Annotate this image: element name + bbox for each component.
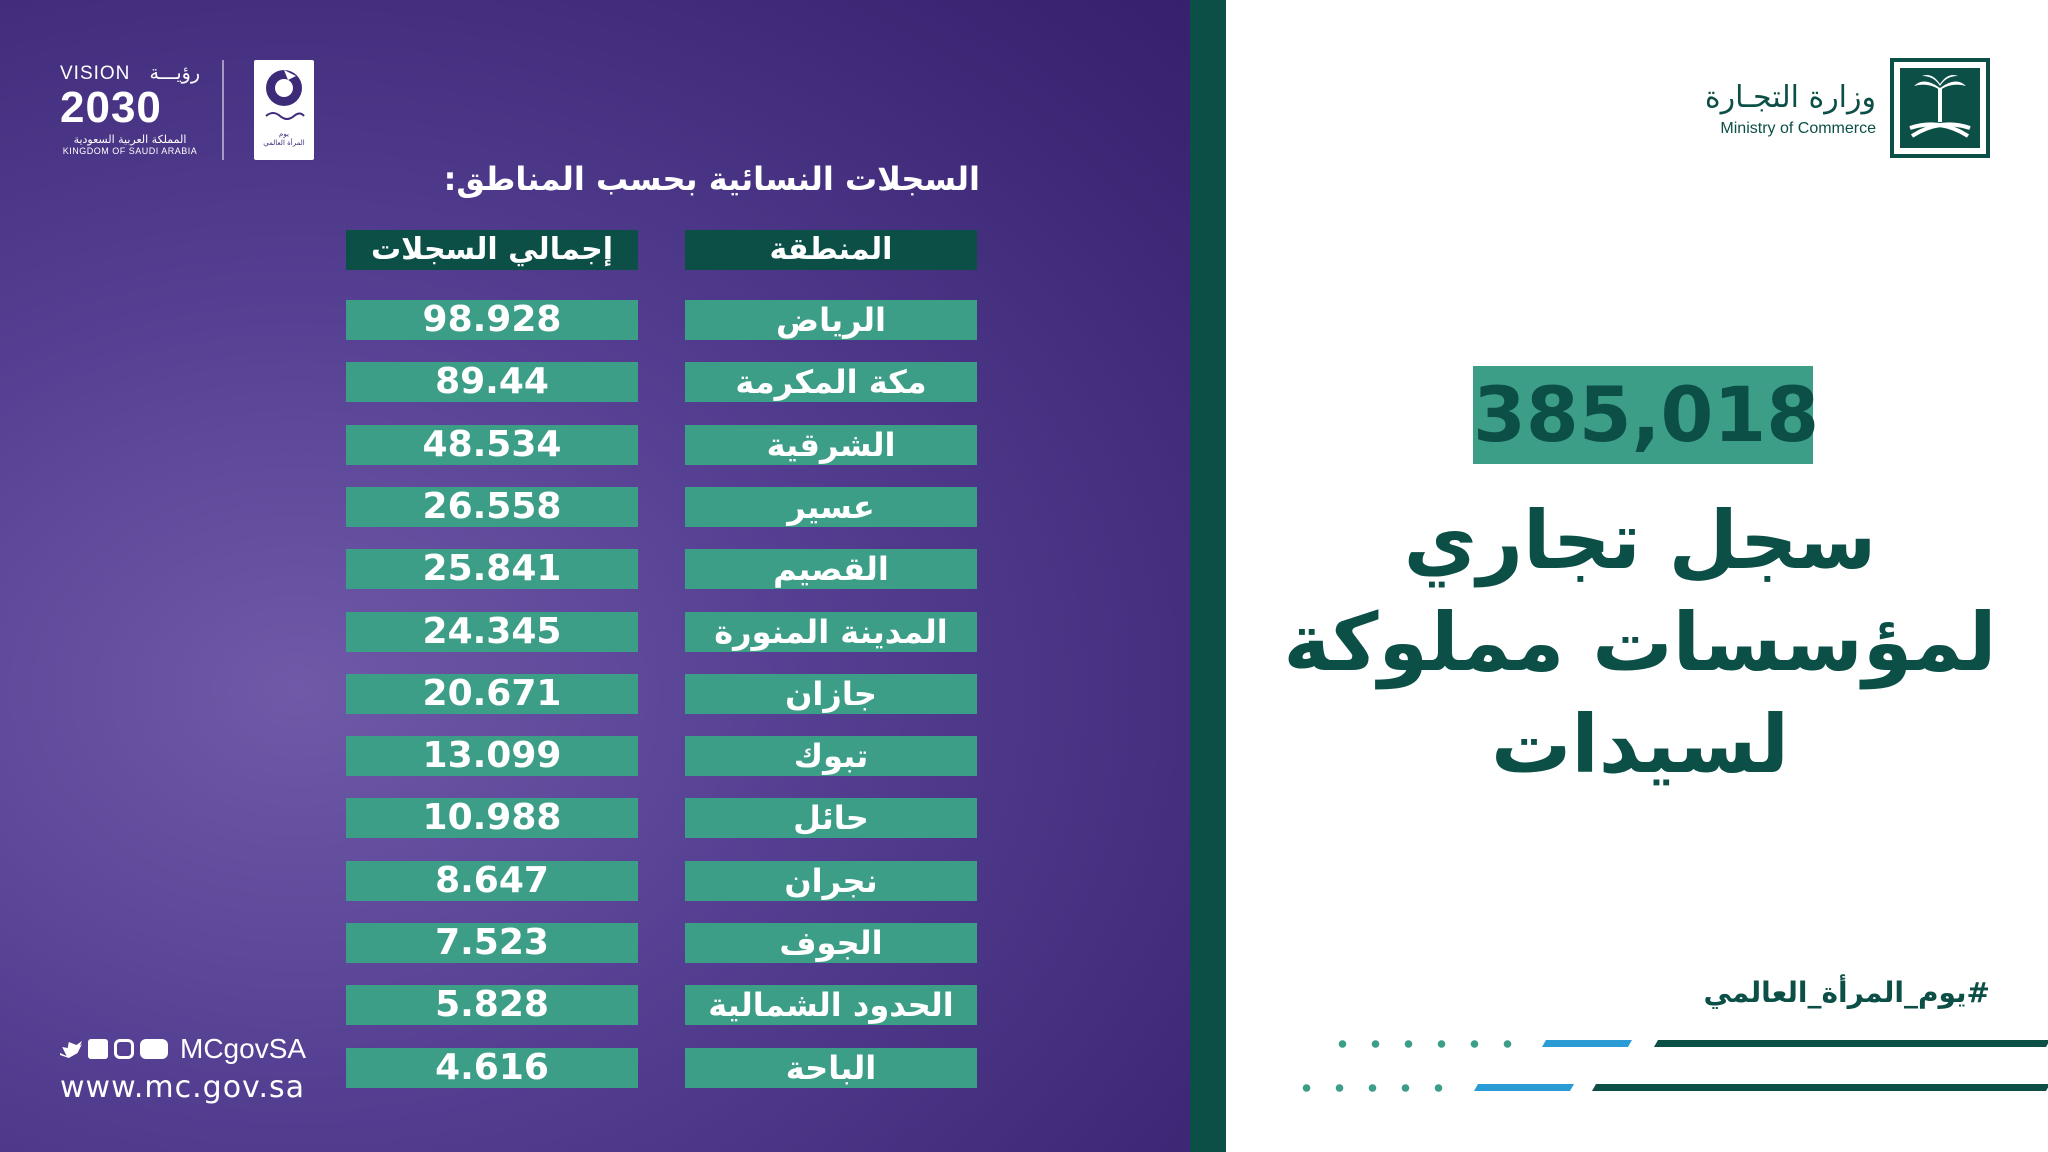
decorative-dots-bottom — [1290, 1084, 1460, 1092]
region-cell: المدينة المنورة — [685, 612, 977, 652]
hashtag[interactable]: #يوم_المرأة_العالمي — [1703, 976, 1990, 1009]
green-divider — [1190, 0, 1226, 1152]
headline-line-2: لمؤسسات مملوكة — [1283, 596, 1997, 689]
vision-2030-logo: VISION رؤيـــة 2030 المملكة العربية السع… — [60, 62, 200, 162]
value-cell: 26.558 — [346, 487, 638, 527]
womens-day-text-1: يوم — [279, 130, 289, 138]
instagram-icon[interactable] — [114, 1039, 134, 1059]
vision-ar-label: رؤيـــة — [149, 63, 200, 84]
region-cell: عسير — [685, 487, 977, 527]
region-cell: جازان — [685, 674, 977, 714]
region-cell: الشرقية — [685, 425, 977, 465]
womens-day-logo: يوم المرأة العالمي — [254, 60, 314, 160]
social-handle[interactable]: MCgovSA — [180, 1033, 307, 1064]
ministry-name-ar: وزارة التجـارة — [1704, 80, 1876, 115]
website-link[interactable]: www.mc.gov.sa — [60, 1070, 306, 1105]
value-cell: 5.828 — [346, 985, 638, 1025]
value-cell: 24.345 — [346, 612, 638, 652]
ministry-logo: وزارة التجـارة Ministry of Commerce — [1700, 58, 1990, 168]
region-cell: نجران — [685, 861, 977, 901]
decorative-dots-top — [1326, 1040, 1526, 1048]
value-cell: 98.928 — [346, 300, 638, 340]
womens-day-emblem-icon — [265, 70, 305, 120]
vision-country-en: KINGDOM OF SAUDI ARABIA — [62, 146, 198, 156]
value-cell: 10.988 — [346, 798, 638, 838]
value-cell: 8.647 — [346, 861, 638, 901]
table-title: السجلات النسائية بحسب المناطق: — [443, 160, 980, 198]
value-cell: 48.534 — [346, 425, 638, 465]
palm-swords-icon — [1900, 68, 1980, 148]
social-links: MCgovSA www.mc.gov.sa — [60, 1032, 306, 1105]
region-cell: الرياض — [685, 300, 977, 340]
headline: سجل تجاري لمؤسسات مملوكة لسيدات — [1240, 490, 2040, 796]
header-total: إجمالي السجلات — [346, 230, 638, 270]
value-cell: 13.099 — [346, 736, 638, 776]
region-cell: الحدود الشمالية — [685, 985, 977, 1025]
value-cell: 4.616 — [346, 1048, 638, 1088]
header-region: المنطقة — [685, 230, 977, 270]
vision-country-ar: المملكة العربية السعودية — [73, 133, 187, 146]
region-cell: مكة المكرمة — [685, 362, 977, 402]
total-records-number: 385,018 — [1473, 366, 1819, 464]
decorative-line-blue-top — [1541, 1040, 1633, 1047]
headline-line-1: سجل تجاري — [1403, 494, 1877, 587]
decorative-line-blue-bottom — [1473, 1084, 1575, 1091]
womens-day-text-2: المرأة العالمي — [263, 139, 305, 147]
region-cell: القصيم — [685, 549, 977, 589]
vision-en-label: VISION — [60, 62, 131, 84]
headline-line-3: لسيدات — [1490, 698, 1790, 791]
value-cell: 25.841 — [346, 549, 638, 589]
region-cell: تبوك — [685, 736, 977, 776]
vision-year: 2030 — [60, 83, 162, 132]
facebook-icon[interactable] — [88, 1039, 108, 1059]
region-cell: الجوف — [685, 923, 977, 963]
twitter-icon[interactable] — [60, 1041, 82, 1058]
value-cell: 7.523 — [346, 923, 638, 963]
ministry-emblem — [1890, 58, 1990, 158]
logo-separator — [222, 60, 224, 160]
right-panel — [1226, 0, 2048, 1152]
left-panel: VISION رؤيـــة 2030 المملكة العربية السع… — [0, 0, 1190, 1152]
value-cell: 89.44 — [346, 362, 638, 402]
decorative-line-green-bottom — [1591, 1084, 2048, 1091]
decorative-line-green-top — [1653, 1040, 2048, 1047]
region-cell: حائل — [685, 798, 977, 838]
ministry-name-en: Ministry of Commerce — [1720, 120, 1876, 137]
value-cell: 20.671 — [346, 674, 638, 714]
region-cell: الباحة — [685, 1048, 977, 1088]
youtube-icon[interactable] — [140, 1039, 168, 1059]
